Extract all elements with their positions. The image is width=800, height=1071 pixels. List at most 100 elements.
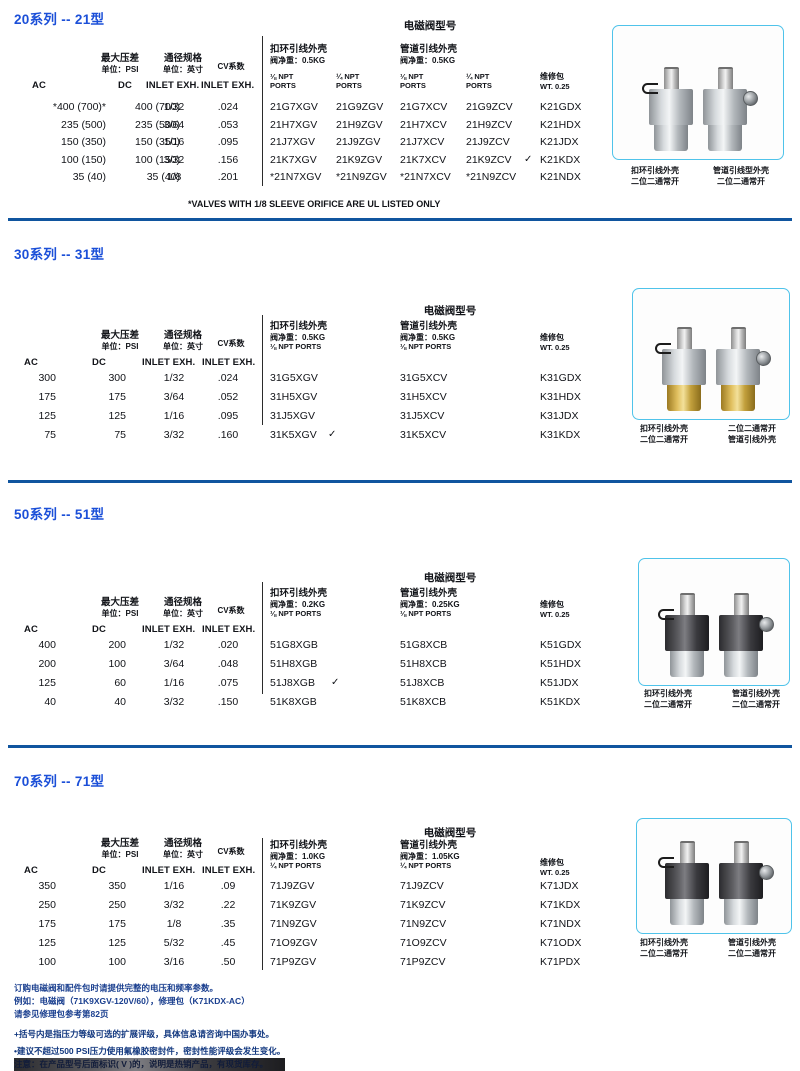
cell-g: 51K8XGB — [270, 696, 317, 708]
repair-kit-header-70: 维修包 WT. 0.25 — [540, 858, 570, 877]
cell-ac: 40 — [44, 696, 56, 708]
cell-ac: 300 — [38, 372, 56, 384]
photo-content — [613, 26, 783, 159]
grommet-header-50: 扣环引线外壳 阀净重：0.2KG ⅛ NPT PORTS — [270, 588, 327, 618]
cell-dc: 175 — [108, 918, 126, 930]
caption-line-1: 扣环引线外壳 — [644, 689, 692, 698]
cell-cv: .45 — [220, 937, 236, 949]
caption-line-2: 二位二通常开 — [644, 699, 692, 709]
valve-base — [666, 385, 702, 411]
column-divider-20 — [262, 36, 263, 186]
conduit-header-70: 管道引线外壳 阀净重：1.05KG ¼ NPT PORTS — [400, 840, 460, 870]
valve-body — [716, 349, 771, 385]
section-title-series-30: 30系列 -- 31型 — [14, 247, 105, 262]
max-pressure-unit: 单位：PSI — [101, 849, 139, 859]
repair-kit-label: 维修包 — [540, 72, 564, 81]
cell-orifice: 3/64 — [163, 391, 185, 403]
grommet-housing-label: 扣环引线外壳 — [270, 44, 328, 55]
orifice-header-20: 通径规格 单位：英寸 — [138, 53, 228, 74]
cell-ac: 235 (500) — [61, 118, 106, 131]
cell-ac: 350 — [38, 880, 56, 892]
section-title-series-70: 70系列 -- 71型 — [14, 774, 105, 789]
cell-ac: 100 — [38, 956, 56, 968]
footer-notes: 订购电磁阀和配件包时请提供完整的电压和频率参数。 例如：电磁阀（71K9XGV-… — [14, 982, 286, 1071]
conduit-header-20: 管道引线外壳 阀净重：0.5KG — [400, 44, 457, 65]
valve-conduit-illustration — [719, 841, 774, 925]
cell-kit: K71JDX — [540, 880, 579, 892]
cell-cv: .156 — [217, 153, 239, 166]
caption-line-1: 管道引线外壳 — [732, 689, 780, 698]
cell-c: 71P9ZCV — [400, 956, 446, 968]
cell-dc: 235 (500) — [135, 118, 180, 131]
conduit-housing-label: 管道引线外壳 — [400, 588, 458, 599]
cv-header-30: CV系数 — [196, 339, 266, 349]
cell-orifice: 3/64 — [163, 658, 185, 670]
cv-label: CV系数 — [217, 606, 245, 615]
repair-kit-weight: WT. 0.25 — [540, 81, 570, 91]
grommet-header-20: 扣环引线外壳 阀净重：0.5KG — [270, 44, 327, 65]
valve-base — [707, 125, 743, 151]
cell-kit: K51JDX — [540, 677, 579, 689]
cell-dc: 35 (40) — [146, 171, 180, 183]
cell-c: 31J5XCV — [400, 410, 445, 422]
cell-orifice: 1/8 — [166, 171, 182, 183]
note-line-1: 订购电磁阀和配件包时请提供完整的电压和频率参数。 — [14, 983, 219, 993]
npt-size-label: ⅛ NPT — [270, 72, 294, 81]
note-line-2: 例如：电磁阀（71K9XGV-120V/60），修理包（K71KDX-AC） — [14, 996, 250, 1007]
conduit-connector-icon — [759, 865, 774, 880]
cell-dc: 250 — [108, 899, 126, 911]
valve-base — [669, 651, 705, 677]
featured-check-icon: ✓ — [524, 153, 533, 165]
cell-c14: 21J9ZCV — [466, 136, 510, 148]
cell-kit: K21KDX — [540, 153, 581, 166]
ports-label: PORTS — [270, 81, 296, 91]
ac-header-30: AC — [24, 357, 38, 368]
section-divider-1 — [8, 218, 792, 221]
model-group-title-30: 电磁阀型号 — [423, 305, 477, 317]
caption-line-2: 二位二通常开 — [728, 948, 776, 958]
max-pressure-unit: 单位：PSI — [101, 608, 139, 618]
orifice-header-30: 通径规格 单位：英寸 — [138, 330, 228, 351]
caption-line-2: 二位二通常开 — [732, 699, 780, 709]
cell-kit: K71NDX — [540, 918, 581, 930]
cell-kit: K21NDX — [540, 171, 581, 183]
cell-g: 51H8XGB — [270, 658, 318, 670]
model-group-title-20: 电磁阀型号 — [403, 20, 457, 32]
grommet-ports-18-header-20: ⅛ NPT PORTS — [270, 72, 296, 90]
valve-grommet-illustration — [642, 67, 693, 151]
cell-kit: K21JDX — [540, 136, 579, 148]
cv-label: CV系数 — [217, 62, 245, 71]
photo-captions-20: 扣环引线外壳 二位二通常开 管道引线型外壳 二位二通常开 — [612, 166, 784, 188]
cell-dc: 175 — [108, 391, 126, 403]
photo-frame — [612, 25, 784, 160]
cell-c14: 21H9ZCV — [466, 118, 513, 131]
cell-c14: 21G9ZCV — [466, 101, 513, 113]
cell-orifice: 3/32 — [163, 899, 185, 911]
featured-check-icon: ✓ — [331, 677, 340, 688]
cell-cv: .35 — [220, 918, 236, 930]
valve-stem — [676, 327, 692, 349]
valve-base — [720, 385, 756, 411]
cell-cv: .22 — [220, 899, 236, 911]
cell-orifice: 1/16 — [163, 880, 185, 892]
cell-g14: 21J9ZGV — [336, 136, 381, 148]
conduit-ports: ¼ NPT PORTS — [400, 861, 452, 871]
cell-kit: K21GDX — [540, 101, 582, 113]
section-title-series-50: 50系列 -- 51型 — [14, 507, 105, 522]
grommet-housing-label: 扣环引线外壳 — [270, 840, 328, 851]
photo-caption-left-30: 扣环引线外壳 二位二通常开 — [620, 424, 708, 446]
cv-header-70: CV系数 — [196, 847, 266, 857]
cell-g: 51G8XGB — [270, 639, 318, 651]
caption-line-2: 二位二通常开 — [717, 176, 765, 186]
cell-ac: 200 — [38, 658, 56, 670]
max-pressure-header-30: 最大压差 单位：PSI — [40, 330, 200, 351]
cell-c: 71O9ZCV — [400, 937, 447, 949]
lead-wire-icon — [655, 343, 671, 354]
section-title-series-20: 20系列 -- 21型 — [14, 12, 105, 27]
dc-header-50: DC — [92, 624, 106, 635]
conduit-weight: 阀净重：0.25KG — [400, 599, 460, 609]
cell-orifice: 1/32 — [163, 101, 185, 113]
orifice-label: 通径规格 — [163, 330, 202, 341]
grommet-ports: ⅛ NPT PORTS — [270, 609, 322, 619]
